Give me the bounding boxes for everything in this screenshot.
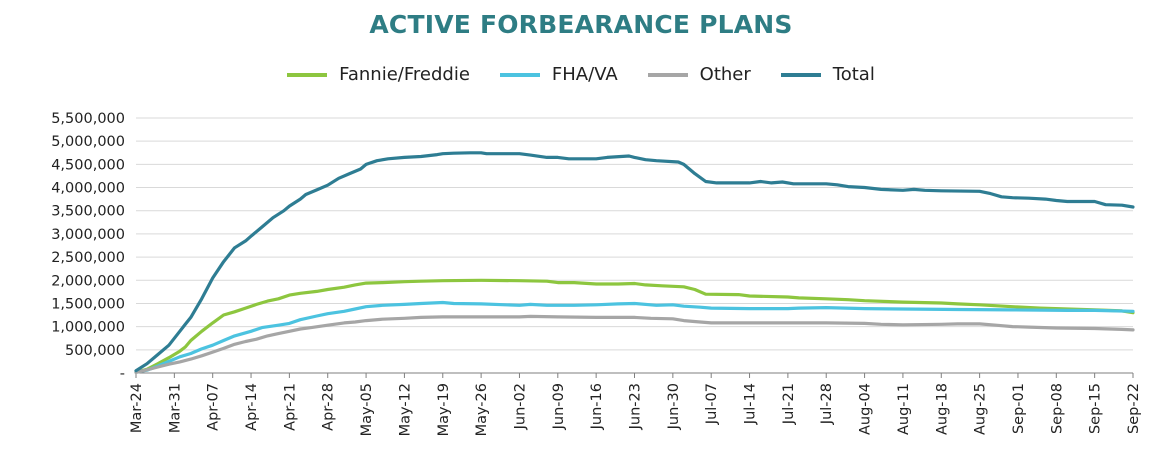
legend-swatch-fha-va bbox=[499, 72, 540, 77]
x-tick-label: Jun-23 bbox=[628, 383, 644, 430]
x-tick-label: May-26 bbox=[474, 383, 490, 436]
chart-legend: Fannie/Freddie FHA/VA Other Total bbox=[0, 64, 1162, 85]
x-tick-label: Mar-31 bbox=[167, 383, 183, 433]
x-tick-label: Apr-07 bbox=[206, 383, 222, 431]
y-tick-label: 3,500,000 bbox=[51, 204, 125, 220]
x-tick-label: May-19 bbox=[436, 383, 452, 436]
y-tick-label: 4,500,000 bbox=[51, 157, 125, 173]
x-tick-label: Jun-09 bbox=[551, 383, 567, 430]
legend-label-fannie-freddie: Fannie/Freddie bbox=[339, 64, 470, 85]
y-tick-label: 500,000 bbox=[65, 343, 125, 359]
x-tick-label: Apr-21 bbox=[282, 383, 298, 431]
legend-label-other: Other bbox=[699, 64, 751, 85]
y-tick-label: 5,500,000 bbox=[51, 111, 125, 127]
x-tick-label: Sep-01 bbox=[1011, 383, 1027, 434]
legend-item-other: Other bbox=[647, 64, 751, 85]
x-tick-label: Aug-25 bbox=[973, 383, 989, 435]
x-tick-label: Sep-08 bbox=[1049, 383, 1065, 434]
legend-item-fha-va: FHA/VA bbox=[499, 64, 618, 85]
x-tick-label: May-05 bbox=[359, 383, 375, 436]
y-tick-label: 4,000,000 bbox=[51, 181, 125, 197]
x-tick-label: Jun-16 bbox=[589, 383, 605, 430]
x-tick-label: Apr-28 bbox=[321, 383, 337, 431]
legend-item-fannie-freddie: Fannie/Freddie bbox=[287, 64, 470, 85]
legend-swatch-total bbox=[780, 72, 821, 77]
series-line-other bbox=[134, 314, 1135, 375]
y-tick-label: 3,000,000 bbox=[51, 227, 125, 243]
x-tick-label: Aug-11 bbox=[896, 383, 912, 435]
legend-item-total: Total bbox=[780, 64, 875, 85]
x-tick-label: Jun-30 bbox=[666, 383, 682, 430]
legend-swatch-fannie-freddie bbox=[287, 72, 328, 77]
grid-layer bbox=[136, 117, 1133, 351]
x-tick-label: Jul-21 bbox=[781, 383, 797, 425]
x-tick-label: Jul-28 bbox=[819, 383, 835, 425]
x-tick-label: Sep-22 bbox=[1126, 383, 1142, 434]
x-tick-label: Aug-18 bbox=[934, 383, 950, 435]
series-line-total bbox=[134, 151, 1135, 373]
y-tick-label: 2,000,000 bbox=[51, 273, 125, 289]
x-tick-label: Sep-15 bbox=[1088, 383, 1104, 434]
x-tick-label: May-12 bbox=[397, 383, 413, 436]
axis-layer: - 500,000 1,000,000 1,500,000 2,000,000 2,500… bbox=[51, 111, 1142, 436]
chart-title: ACTIVE FORBEARANCE PLANS bbox=[369, 10, 793, 39]
x-tick-label: Apr-14 bbox=[244, 383, 260, 431]
y-tick-label: 1,500,000 bbox=[51, 296, 125, 312]
legend-swatch-other bbox=[647, 72, 688, 77]
y-tick-label: 2,500,000 bbox=[51, 250, 125, 266]
x-tick-label: Jul-07 bbox=[704, 383, 720, 425]
x-tick-label: Jun-02 bbox=[512, 383, 528, 430]
legend-label-total: Total bbox=[832, 64, 875, 85]
series-line-fannie-freddie bbox=[134, 278, 1135, 374]
x-tick-label: Mar-24 bbox=[129, 383, 145, 433]
y-tick-label: 1,000,000 bbox=[51, 320, 125, 336]
y-tick-label: 5,000,000 bbox=[51, 134, 125, 150]
legend-label-fha-va: FHA/VA bbox=[551, 64, 618, 85]
series-line-fha-va bbox=[134, 300, 1135, 374]
series-layer bbox=[134, 151, 1135, 375]
y-tick-label: - bbox=[120, 366, 125, 382]
x-tick-label: Jul-14 bbox=[743, 383, 759, 425]
x-tick-label: Aug-04 bbox=[858, 383, 874, 435]
